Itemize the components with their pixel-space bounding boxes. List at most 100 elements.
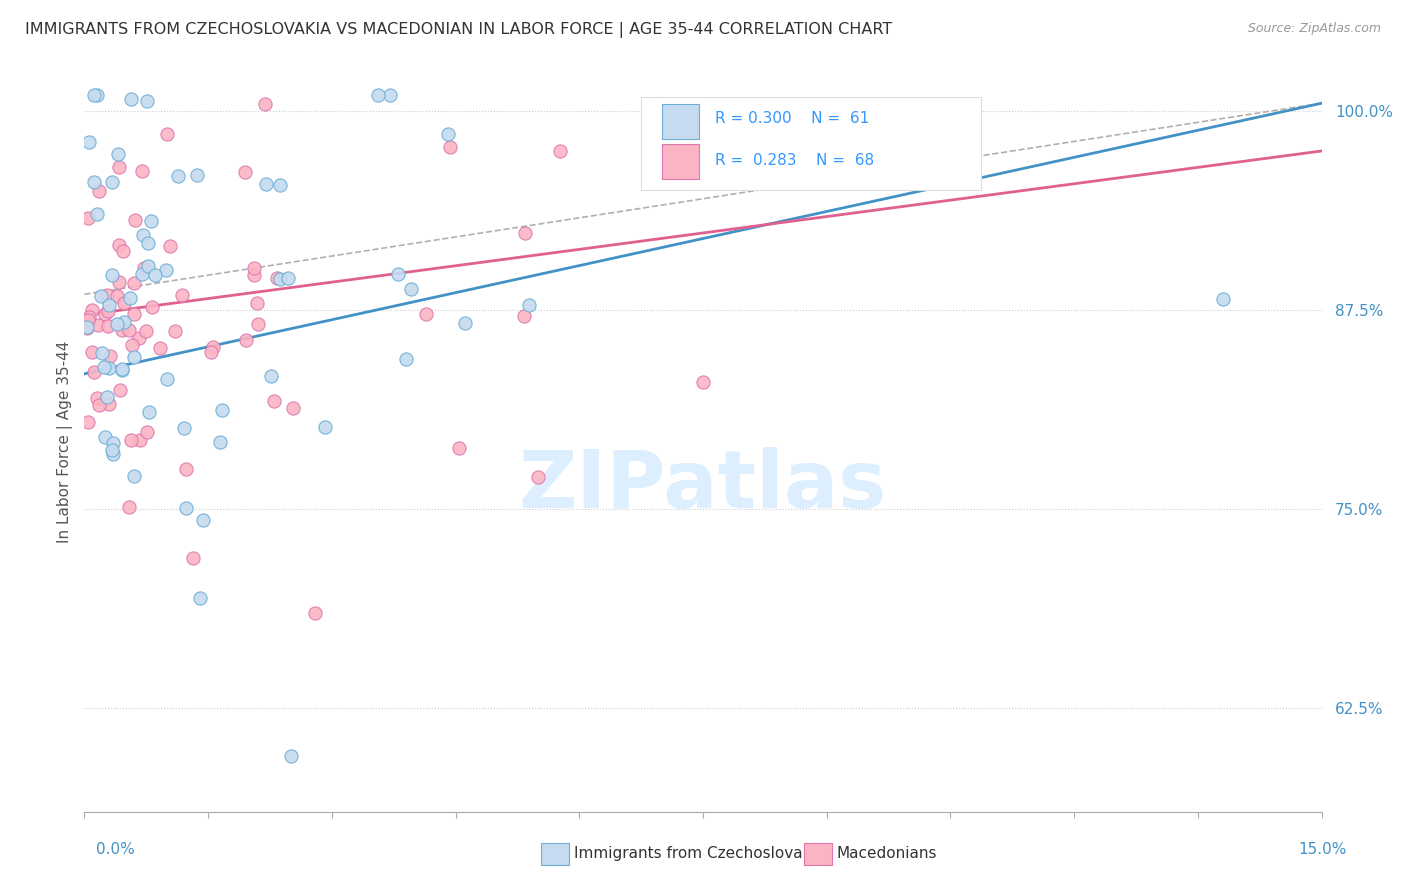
Point bbox=[692, 375, 714, 389]
Point bbox=[122, 276, 145, 290]
Point bbox=[89, 398, 111, 412]
Point bbox=[233, 165, 256, 179]
Point bbox=[112, 295, 135, 310]
Point bbox=[112, 244, 135, 258]
Point bbox=[98, 360, 121, 375]
Point bbox=[77, 313, 100, 327]
Point bbox=[242, 260, 264, 275]
Text: Macedonians: Macedonians bbox=[837, 847, 936, 861]
Point bbox=[87, 184, 110, 198]
Point bbox=[149, 341, 172, 355]
Point bbox=[159, 239, 181, 253]
Point bbox=[246, 296, 269, 310]
Point bbox=[96, 390, 118, 404]
Point bbox=[387, 268, 409, 282]
Point bbox=[90, 345, 112, 359]
Point bbox=[76, 320, 98, 334]
Point bbox=[90, 289, 112, 303]
Point bbox=[77, 310, 100, 324]
Point bbox=[548, 144, 571, 158]
Point bbox=[517, 297, 540, 311]
Point bbox=[111, 362, 134, 376]
Point bbox=[135, 324, 157, 338]
Point bbox=[111, 362, 134, 376]
Point bbox=[395, 352, 418, 367]
Point bbox=[263, 394, 285, 409]
Point bbox=[167, 169, 190, 183]
Point bbox=[254, 97, 277, 112]
Point bbox=[98, 298, 121, 312]
Point bbox=[155, 262, 177, 277]
Point bbox=[101, 268, 124, 283]
Bar bbox=[662, 103, 699, 139]
Point bbox=[86, 391, 108, 405]
Point bbox=[367, 88, 389, 103]
Point bbox=[136, 94, 159, 108]
Point bbox=[132, 261, 155, 276]
Point bbox=[527, 470, 550, 484]
Point bbox=[121, 338, 143, 352]
Point bbox=[101, 436, 124, 450]
Point bbox=[513, 226, 536, 240]
Point bbox=[247, 317, 270, 331]
Point bbox=[94, 307, 117, 321]
Point bbox=[453, 316, 475, 330]
Point bbox=[266, 271, 288, 285]
Point bbox=[138, 405, 160, 419]
Point bbox=[188, 591, 211, 605]
Point bbox=[269, 272, 291, 286]
Point bbox=[108, 238, 131, 252]
Text: IMMIGRANTS FROM CZECHOSLOVAKIA VS MACEDONIAN IN LABOR FORCE | AGE 35-44 CORRELAT: IMMIGRANTS FROM CZECHOSLOVAKIA VS MACEDO… bbox=[25, 22, 893, 38]
Point bbox=[173, 421, 195, 435]
Point bbox=[124, 212, 146, 227]
Text: 0.0%: 0.0% bbox=[96, 842, 135, 856]
Point bbox=[314, 420, 336, 434]
Point bbox=[97, 304, 120, 318]
Point bbox=[83, 365, 105, 379]
Point bbox=[98, 349, 121, 363]
Point bbox=[304, 606, 326, 620]
Point bbox=[93, 359, 115, 374]
Point bbox=[80, 302, 103, 317]
Point bbox=[439, 140, 461, 154]
Point bbox=[96, 288, 118, 302]
Point bbox=[143, 268, 166, 282]
Point bbox=[447, 442, 470, 456]
Point bbox=[120, 434, 142, 448]
Point bbox=[399, 282, 422, 296]
Point bbox=[156, 372, 179, 386]
Point bbox=[107, 275, 129, 289]
Point bbox=[131, 164, 153, 178]
Point bbox=[107, 147, 129, 161]
Point bbox=[378, 88, 401, 103]
Point bbox=[107, 160, 129, 174]
Point bbox=[415, 307, 437, 321]
Point bbox=[118, 500, 141, 514]
Point bbox=[110, 383, 132, 397]
Text: 15.0%: 15.0% bbox=[1299, 842, 1347, 856]
Bar bbox=[662, 144, 699, 179]
Point bbox=[120, 92, 142, 106]
Point bbox=[176, 501, 198, 516]
Point bbox=[254, 178, 277, 192]
Point bbox=[101, 442, 124, 457]
Point bbox=[128, 331, 150, 345]
Point bbox=[136, 259, 159, 273]
Point bbox=[437, 127, 460, 141]
Point bbox=[141, 300, 163, 314]
Point bbox=[98, 397, 121, 411]
Point bbox=[281, 401, 304, 416]
Point bbox=[105, 288, 128, 302]
Point bbox=[513, 309, 536, 323]
Point bbox=[209, 435, 232, 450]
Point bbox=[86, 207, 108, 221]
Point bbox=[83, 175, 105, 189]
Point bbox=[277, 271, 299, 285]
Point bbox=[129, 433, 152, 447]
Point bbox=[243, 268, 266, 282]
Point bbox=[122, 307, 145, 321]
Point bbox=[136, 236, 159, 251]
Point bbox=[202, 340, 225, 354]
Point bbox=[111, 322, 134, 336]
Point bbox=[83, 88, 105, 103]
